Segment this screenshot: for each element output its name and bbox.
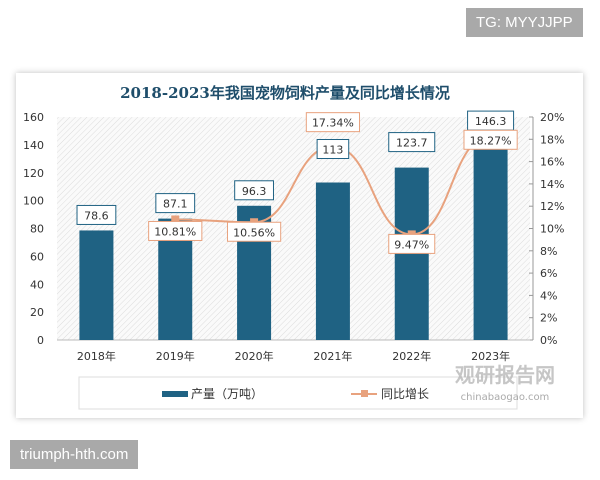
right-tick-label: 12% <box>540 200 564 213</box>
bar-data-label-box <box>388 132 436 153</box>
left-tick-label: 40 <box>30 278 44 291</box>
left-tick-label: 0 <box>37 334 44 347</box>
growth-data-label-box <box>148 220 203 241</box>
left-tick-label: 20 <box>30 306 44 319</box>
right-tick-label: 16% <box>540 156 564 169</box>
bar-data-label-box <box>155 193 196 214</box>
legend-bar-swatch <box>162 391 188 397</box>
watermark-top: TG: MYYJJPP <box>466 8 583 37</box>
bar-data-label: 146.3 <box>475 115 507 128</box>
right-tick-label: 0% <box>540 334 557 347</box>
right-tick-label: 6% <box>540 267 557 280</box>
bar-data-label-box <box>316 139 350 160</box>
right-tick-label: 8% <box>540 245 557 258</box>
legend <box>78 376 518 410</box>
left-tick-label: 120 <box>23 167 44 180</box>
left-tick-label: 160 <box>23 111 44 124</box>
legend-line-label: 同比增长 <box>381 387 429 401</box>
growth-point <box>171 215 180 224</box>
growth-data-label-box <box>305 112 361 133</box>
growth-data-label: 17.34% <box>312 117 354 130</box>
x-tick-label: 2023年 <box>471 349 510 363</box>
x-tick-label: 2020年 <box>235 349 274 363</box>
logo-watermark: 观研报告网 <box>455 363 555 387</box>
left-tick-label: 100 <box>23 195 44 208</box>
bar-data-label: 113 <box>322 144 343 157</box>
plot-area <box>57 117 530 340</box>
right-tick-label: 20% <box>540 111 564 124</box>
chart-title: 2018-2023年我国宠物饲料产量及同比增长情况 <box>120 84 450 102</box>
logo-url: chinabaogao.com <box>461 392 550 403</box>
bar-data-label: 96.3 <box>242 185 267 198</box>
growth-data-label: 9.47% <box>394 238 429 251</box>
right-tick-label: 4% <box>540 289 557 302</box>
growth-data-label-box <box>388 233 436 254</box>
left-tick-label: 80 <box>30 223 44 236</box>
bar-data-label-box <box>76 204 117 225</box>
right-tick-label: 18% <box>540 133 564 146</box>
bar <box>79 230 114 340</box>
right-tick-label: 10% <box>540 223 564 236</box>
x-tick-label: 2022年 <box>392 349 431 363</box>
growth-data-label-box <box>463 129 518 150</box>
growth-data-label: 18.27% <box>470 134 512 147</box>
growth-data-label-box <box>226 221 282 242</box>
left-tick-label: 140 <box>23 139 44 152</box>
growth-data-label: 10.56% <box>233 226 275 239</box>
right-tick-label: 14% <box>540 178 564 191</box>
bar-data-label: 78.6 <box>84 209 109 222</box>
bar-data-label-box <box>234 180 274 201</box>
legend-bar-label: 产量（万吨） <box>191 387 263 401</box>
bar <box>315 182 350 340</box>
bar-data-label: 87.1 <box>163 198 188 211</box>
bar-data-label: 123.7 <box>396 137 428 150</box>
watermark-bottom: triumph-hth.com <box>10 440 139 469</box>
x-tick-label: 2021年 <box>313 349 352 363</box>
x-tick-label: 2019年 <box>156 349 195 363</box>
left-tick-label: 60 <box>30 250 44 263</box>
growth-data-label: 10.81% <box>154 225 196 238</box>
x-tick-label: 2018年 <box>77 349 116 363</box>
right-tick-label: 2% <box>540 312 557 325</box>
legend-line-marker <box>361 390 368 397</box>
bar <box>473 136 508 340</box>
